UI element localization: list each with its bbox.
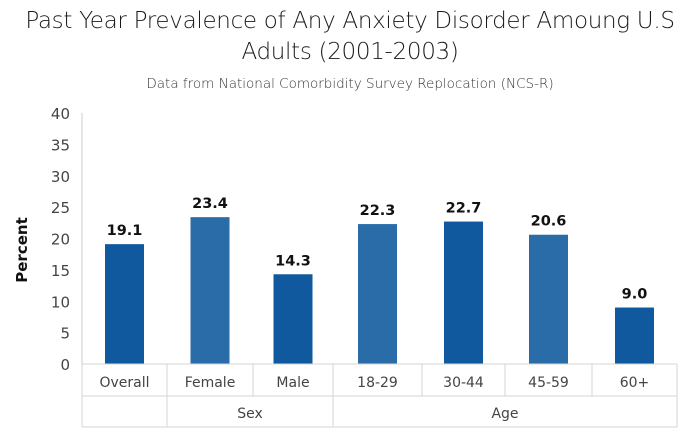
bar-overall bbox=[105, 244, 144, 364]
y-tick-label: 20 bbox=[51, 231, 70, 249]
y-tick-label: 5 bbox=[60, 325, 70, 343]
category-label: Female bbox=[185, 375, 236, 391]
category-label: 60+ bbox=[620, 375, 650, 391]
y-tick-label: 30 bbox=[51, 168, 70, 186]
bar-18-29 bbox=[358, 224, 397, 364]
y-axis-label: Percent bbox=[13, 217, 31, 282]
y-tick-label: 35 bbox=[51, 136, 70, 154]
y-tick-label: 0 bbox=[60, 356, 70, 374]
y-tick-label: 25 bbox=[51, 199, 70, 217]
category-label: 18-29 bbox=[357, 375, 398, 391]
y-tick-label: 15 bbox=[51, 262, 70, 280]
group-label: Sex bbox=[237, 406, 263, 422]
bars: 19.1 23.4 14.3 22.3 22.7 20.6 9.0 bbox=[105, 196, 654, 364]
category-label: Overall bbox=[99, 375, 149, 391]
bar-30-44 bbox=[444, 221, 483, 364]
data-label: 9.0 bbox=[622, 287, 648, 303]
bar-female bbox=[190, 217, 230, 364]
bar-male bbox=[273, 274, 313, 364]
group-label: Age bbox=[491, 406, 518, 422]
chart-subtitle: Data from National Comorbidity Survey Re… bbox=[146, 76, 554, 92]
data-label: 22.7 bbox=[446, 201, 482, 217]
category-label: Male bbox=[276, 375, 309, 391]
y-axis-ticks: 0 5 10 15 20 25 30 35 40 bbox=[51, 105, 70, 374]
data-label: 20.6 bbox=[531, 214, 567, 230]
category-label: 45-59 bbox=[528, 375, 569, 391]
bar-45-59 bbox=[529, 234, 568, 364]
data-label: 19.1 bbox=[107, 223, 143, 239]
category-table: Overall Female Male 18-29 30-44 45-59 60+ Sex Ag… bbox=[81, 363, 678, 428]
data-label: 14.3 bbox=[275, 253, 311, 269]
category-label: 30-44 bbox=[443, 375, 484, 391]
y-tick-label: 10 bbox=[51, 293, 70, 311]
y-tick-label: 40 bbox=[51, 105, 70, 123]
data-label: 22.3 bbox=[360, 203, 396, 219]
chart-title: Past Year Prevalence of Any Anxiety Diso… bbox=[25, 8, 675, 65]
data-label: 23.4 bbox=[192, 196, 228, 212]
bar-60- bbox=[615, 307, 654, 364]
